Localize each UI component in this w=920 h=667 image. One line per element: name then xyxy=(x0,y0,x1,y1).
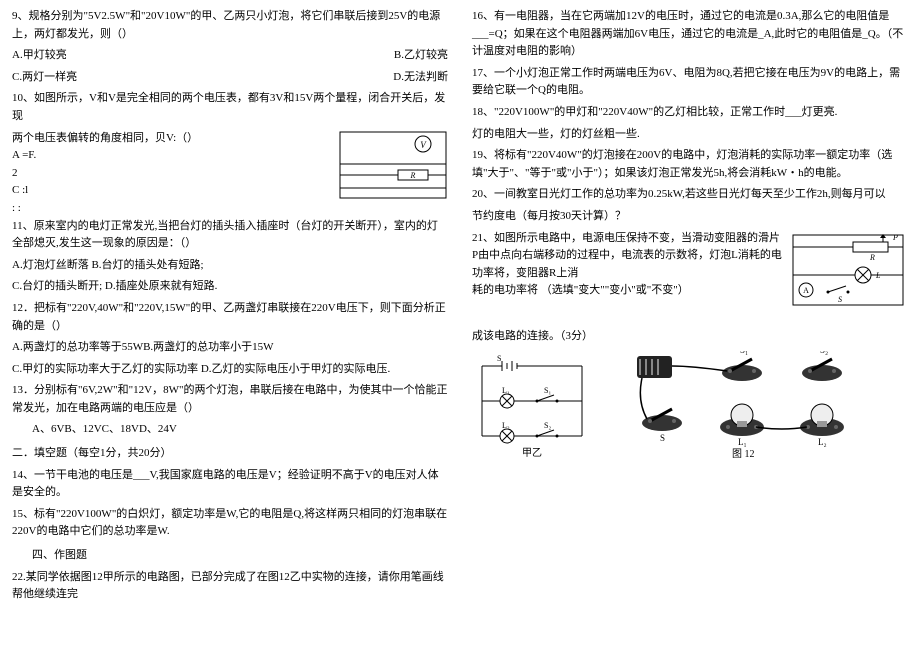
q10-opt-c: C :l xyxy=(12,182,332,200)
svg-text:V: V xyxy=(420,140,427,150)
q9-opt-b: B.乙灯较亮 xyxy=(394,47,448,65)
svg-text:L₂: L₂ xyxy=(818,437,827,447)
two-column-layout: 9、规格分别为"5V2.5W"和"20V10W"的甲、乙两只小灯泡，将它们串联后… xyxy=(12,8,908,608)
question-12: 12．把标有"220V,40W"和"220V,15W"的甲、乙两盏灯串联接在22… xyxy=(12,300,448,335)
fig12-schematic: S L₁ S₁ L₂ S₂ xyxy=(472,351,592,461)
question-17: 17、一个小灯泡正常工作时两端电压为6V、电阻为8Q,若把它接在电压为9V的电路… xyxy=(472,65,908,100)
q10-circuit-diagram: V R xyxy=(338,130,448,200)
q12-opts-ab: A.两盏灯的总功率等于55WB.两盏灯的总功率小于15W xyxy=(12,339,448,357)
svg-text:L₁: L₁ xyxy=(502,386,510,395)
q11-opts-cd: C.台灯的插头断开; D.插座处原来就有短路. xyxy=(12,278,448,296)
question-22: 22.某同学依据图12甲所示的电路图，已部分完成了在图12乙中实物的连接，请你用… xyxy=(12,569,448,604)
svg-text:S: S xyxy=(660,433,665,443)
question-14: 14、一节干电池的电压是___V,我国家庭电路的电压是V；经验证明不高于V的电压… xyxy=(12,467,448,502)
q9-options-row1: A.甲灯较亮 B.乙灯较亮 xyxy=(12,47,448,65)
q9-options-row2: C.两灯一样亮 D.无法判断 xyxy=(12,69,448,87)
fig12-physical: S₁ S₂ S xyxy=(632,351,862,461)
svg-text:R: R xyxy=(410,171,416,180)
question-9: 9、规格分别为"5V2.5W"和"20V10W"的甲、乙两只小灯泡，将它们串联后… xyxy=(12,8,448,43)
figure-12-row: S L₁ S₁ L₂ S₂ xyxy=(472,351,908,461)
question-16: 16、有一电阻器，当在它两端加12V的电压时，通过它的电流是0.3A,那么它的电… xyxy=(472,8,908,61)
q10-opt-a2: 2 xyxy=(12,165,332,183)
svg-text:甲乙: 甲乙 xyxy=(522,447,542,459)
q9-opt-d: D.无法判断 xyxy=(393,69,448,87)
question-13: 13．分别标有"6V,2W"和"12V，8W"的两个灯泡，串联后接在电路中，为使… xyxy=(12,382,448,417)
svg-text:R: R xyxy=(869,253,875,262)
question-18b: 灯的电阻大一些，灯的灯丝粗一些. xyxy=(472,126,908,144)
question-15: 15、标有"220V100W"的白炽灯，额定功率是W,它的电阻是Q,将这样两只相… xyxy=(12,506,448,541)
question-21b: 耗的电功率将 （选填"变大""变小"或"不变"） xyxy=(472,282,782,300)
q9-opt-c: C.两灯一样亮 xyxy=(12,69,77,87)
svg-text:图 12: 图 12 xyxy=(732,448,755,460)
svg-text:L₂: L₂ xyxy=(502,421,510,430)
q10-figure-row: 两个电压表偏转的角度相同，贝V:（） A =F. 2 C :l : : V R xyxy=(12,130,448,218)
q10-opt-a: A =F. xyxy=(12,147,332,165)
question-18: 18、"220V100W"的甲灯和"220V40W"的乙灯相比较，正常工作时__… xyxy=(472,104,908,122)
question-19: 19、将标有"220V40W"的灯泡接在200V的电路中，灯泡消耗的实际功率一额… xyxy=(472,147,908,182)
question-20b: 节约度电（每月按30天计算）？ xyxy=(472,208,908,226)
q9-opt-a: A.甲灯较亮 xyxy=(12,47,67,65)
q21-circuit-diagram: P R L A S xyxy=(788,230,908,310)
svg-text:S₁: S₁ xyxy=(740,351,748,355)
svg-text:P: P xyxy=(892,233,898,242)
q10-text-block: 两个电压表偏转的角度相同，贝V:（） A =F. 2 C :l : : xyxy=(12,130,332,218)
section-4-heading: 四、作图题 xyxy=(12,547,448,565)
svg-text:S₂: S₂ xyxy=(544,421,551,430)
svg-text:A: A xyxy=(803,286,809,295)
q13-opts: A、6VB、12VC、18VD、24V xyxy=(12,421,448,439)
question-20: 20、一间教室日光灯工作的总功率为0.25kW,若这些日光灯每天至少工作2h,则… xyxy=(472,186,908,204)
question-10: 10、如图所示，V和V是完全相同的两个电压表，都有3V和15V两个量程，闭合开关… xyxy=(12,90,448,125)
q10-opt-d: : : xyxy=(12,200,332,218)
q11-opts-ab: A.灯泡灯丝断落 B.台灯的插头处有短路; xyxy=(12,257,448,275)
question-11: 11、原来室内的电灯正常发光,当把台灯的插头插入插座时（台灯的开关断开），室内的… xyxy=(12,218,448,253)
svg-text:L₁: L₁ xyxy=(738,437,747,447)
left-column: 9、规格分别为"5V2.5W"和"20V10W"的甲、乙两只小灯泡，将它们串联后… xyxy=(12,8,448,608)
svg-text:S: S xyxy=(497,354,501,363)
q21-row: 21、如图所示电路中，电源电压保持不变，当滑动变阻器的滑片P由中点向右端移动的过… xyxy=(472,230,908,310)
section-2-heading: 二．填空题（每空1分，共20分） xyxy=(12,445,448,463)
question-21: 21、如图所示电路中，电源电压保持不变，当滑动变阻器的滑片P由中点向右端移动的过… xyxy=(472,230,782,283)
q10-line2: 两个电压表偏转的角度相同，贝V:（） xyxy=(12,130,332,148)
q21-text: 21、如图所示电路中，电源电压保持不变，当滑动变阻器的滑片P由中点向右端移动的过… xyxy=(472,230,782,300)
svg-text:S₂: S₂ xyxy=(820,351,828,355)
q12-opts-cd: C.甲灯的实际功率大于乙灯的实际功率 D.乙灯的实际电压小于甲灯的实际电压. xyxy=(12,361,448,379)
question-22b: 成该电路的连接。（3分） xyxy=(472,328,908,346)
right-column: 16、有一电阻器，当在它两端加12V的电压时，通过它的电流是0.3A,那么它的电… xyxy=(472,8,908,608)
svg-text:S₁: S₁ xyxy=(544,386,551,395)
svg-text:S: S xyxy=(838,295,842,304)
